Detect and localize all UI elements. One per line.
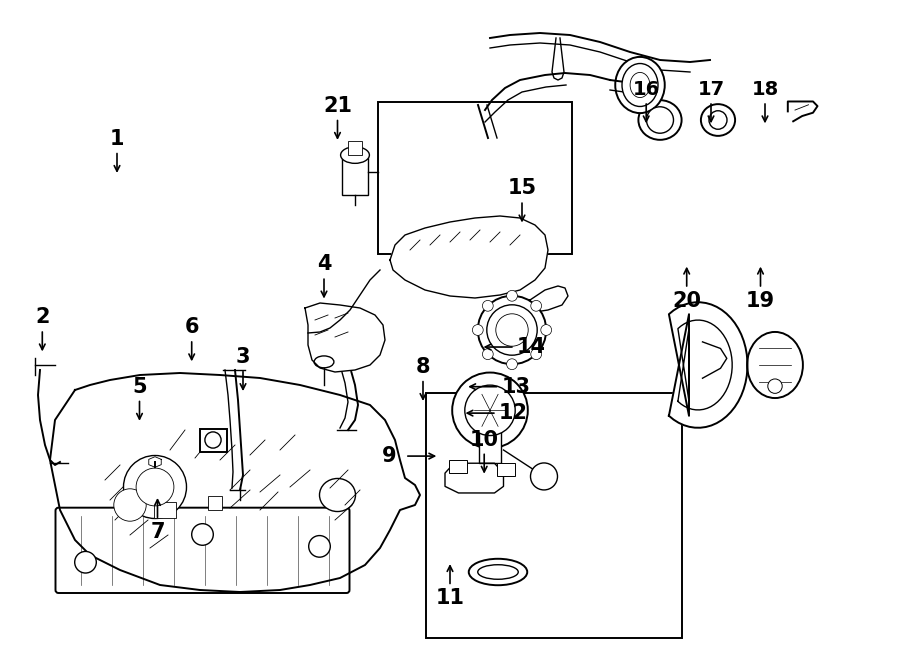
Circle shape <box>309 535 330 557</box>
Circle shape <box>123 455 186 518</box>
Ellipse shape <box>340 147 369 163</box>
Circle shape <box>541 325 552 335</box>
Circle shape <box>452 373 527 448</box>
Circle shape <box>496 314 528 346</box>
Text: 9: 9 <box>382 446 396 466</box>
Bar <box>497 463 515 477</box>
Ellipse shape <box>478 564 518 579</box>
Circle shape <box>113 488 146 522</box>
Text: 14: 14 <box>517 337 545 357</box>
Ellipse shape <box>701 104 735 136</box>
Text: 16: 16 <box>633 80 660 98</box>
Ellipse shape <box>314 356 334 368</box>
Circle shape <box>478 296 546 364</box>
Ellipse shape <box>616 57 665 113</box>
Bar <box>479 410 500 463</box>
Text: 4: 4 <box>317 254 331 274</box>
Circle shape <box>487 305 537 355</box>
Ellipse shape <box>709 111 727 130</box>
Circle shape <box>530 463 557 490</box>
Bar <box>426 393 682 638</box>
Ellipse shape <box>646 107 673 134</box>
Ellipse shape <box>622 63 658 106</box>
Bar <box>154 502 176 518</box>
Text: 15: 15 <box>508 178 536 198</box>
Text: 3: 3 <box>236 347 250 367</box>
Bar <box>342 159 367 195</box>
Text: 13: 13 <box>501 377 530 397</box>
Bar <box>449 460 467 473</box>
Polygon shape <box>669 302 747 428</box>
Circle shape <box>75 551 96 573</box>
Circle shape <box>531 300 542 311</box>
Circle shape <box>507 290 517 301</box>
Ellipse shape <box>638 100 681 140</box>
Text: 19: 19 <box>746 291 775 311</box>
Text: 18: 18 <box>752 80 778 98</box>
Text: 10: 10 <box>470 430 499 449</box>
Bar <box>378 102 572 254</box>
Circle shape <box>507 359 517 369</box>
Circle shape <box>768 379 782 393</box>
FancyBboxPatch shape <box>56 508 349 593</box>
Circle shape <box>482 349 493 360</box>
Ellipse shape <box>747 332 803 398</box>
Text: 1: 1 <box>110 129 124 149</box>
Circle shape <box>192 524 213 545</box>
Circle shape <box>472 325 483 335</box>
Text: 21: 21 <box>323 96 352 116</box>
Circle shape <box>482 300 493 311</box>
Text: 2: 2 <box>35 307 50 327</box>
Bar <box>200 429 227 452</box>
Polygon shape <box>445 463 503 493</box>
Ellipse shape <box>630 73 650 98</box>
Circle shape <box>205 432 221 448</box>
Text: 20: 20 <box>672 291 701 311</box>
Circle shape <box>464 385 515 436</box>
Text: 11: 11 <box>436 588 464 608</box>
Polygon shape <box>50 373 420 592</box>
Text: 7: 7 <box>150 522 165 542</box>
Ellipse shape <box>320 479 356 512</box>
Text: 6: 6 <box>184 317 199 337</box>
Ellipse shape <box>469 559 527 585</box>
Polygon shape <box>525 286 568 312</box>
Circle shape <box>136 468 174 506</box>
Bar <box>208 496 222 510</box>
Polygon shape <box>390 216 548 298</box>
Text: 8: 8 <box>416 357 430 377</box>
Circle shape <box>531 349 542 360</box>
Polygon shape <box>305 303 385 372</box>
Bar <box>347 141 362 155</box>
Text: 12: 12 <box>499 403 527 423</box>
Text: 17: 17 <box>698 80 724 98</box>
Text: 5: 5 <box>132 377 147 397</box>
